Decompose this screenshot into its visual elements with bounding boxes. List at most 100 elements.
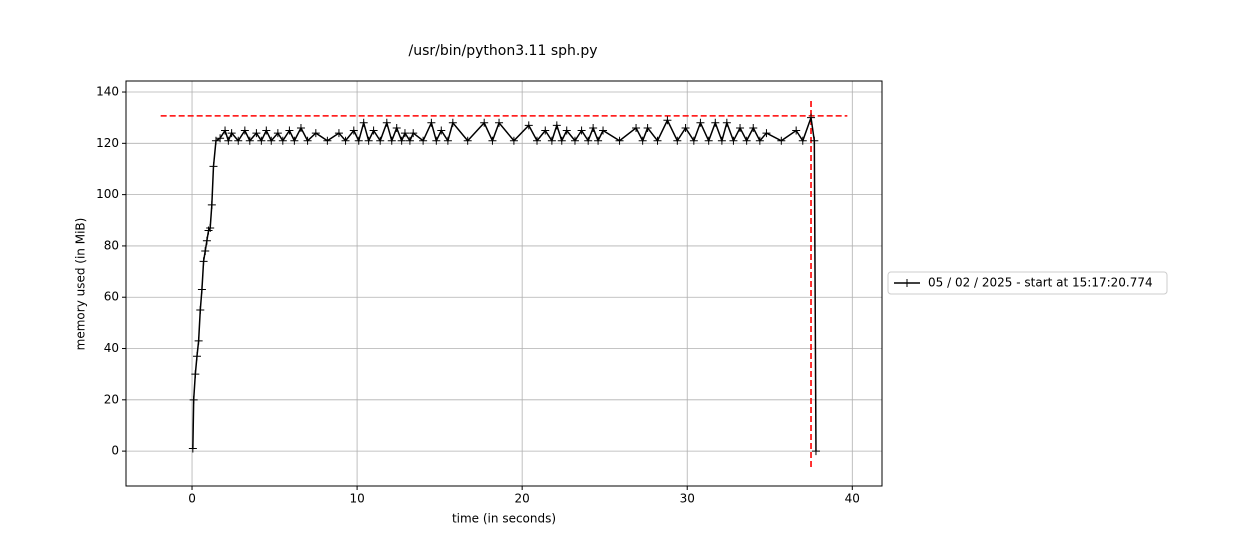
data-point bbox=[762, 129, 771, 138]
data-point bbox=[382, 118, 391, 127]
x-tick-label: 30 bbox=[680, 492, 695, 506]
data-point bbox=[681, 123, 690, 132]
y-tick-label: 80 bbox=[104, 238, 119, 252]
data-point bbox=[194, 336, 203, 345]
data-point bbox=[437, 126, 446, 135]
data-point bbox=[296, 123, 305, 132]
data-point bbox=[589, 123, 598, 132]
data-point bbox=[207, 200, 216, 209]
data-point bbox=[584, 136, 593, 145]
data-point bbox=[495, 118, 504, 127]
data-point bbox=[749, 123, 758, 132]
data-point bbox=[552, 121, 561, 130]
data-point bbox=[742, 136, 751, 145]
data-point bbox=[798, 136, 807, 145]
data-point bbox=[278, 136, 287, 145]
data-point bbox=[427, 118, 436, 127]
data-point bbox=[663, 116, 672, 125]
x-axis-label: time (in seconds) bbox=[452, 512, 556, 526]
data-point bbox=[211, 136, 220, 145]
data-point bbox=[405, 136, 414, 145]
data-point bbox=[722, 118, 731, 127]
data-point bbox=[273, 129, 282, 138]
data-point bbox=[245, 136, 254, 145]
data-point bbox=[188, 444, 197, 453]
data-point bbox=[201, 247, 210, 256]
data-point bbox=[488, 136, 497, 145]
data-point bbox=[206, 223, 215, 232]
data-point bbox=[369, 126, 378, 135]
data-point bbox=[267, 136, 276, 145]
data-point bbox=[562, 126, 571, 135]
data-point bbox=[807, 113, 816, 122]
legend-box bbox=[887, 271, 1168, 295]
data-point bbox=[257, 136, 266, 145]
data-point bbox=[777, 136, 786, 145]
data-point bbox=[224, 136, 233, 145]
data-point bbox=[689, 136, 698, 145]
data-point bbox=[216, 134, 225, 143]
y-tick-label: 0 bbox=[111, 444, 119, 458]
data-point bbox=[577, 126, 586, 135]
data-point bbox=[810, 136, 819, 145]
data-point bbox=[262, 126, 271, 135]
data-point bbox=[234, 136, 243, 145]
y-tick-label: 40 bbox=[104, 341, 119, 355]
data-point bbox=[397, 136, 406, 145]
data-point bbox=[729, 136, 738, 145]
data-point bbox=[594, 136, 603, 145]
data-point bbox=[653, 136, 662, 145]
data-point bbox=[197, 285, 206, 294]
data-point bbox=[717, 136, 726, 145]
y-axis-label: memory used (in MiB) bbox=[74, 218, 88, 351]
data-point bbox=[376, 136, 385, 145]
data-point bbox=[638, 136, 647, 145]
data-point bbox=[696, 118, 705, 127]
chart-title: /usr/bin/python3.11 sph.py bbox=[409, 43, 598, 59]
plot-frame bbox=[125, 80, 883, 487]
data-point bbox=[311, 129, 320, 138]
data-point bbox=[202, 236, 211, 245]
data-point bbox=[643, 123, 652, 132]
data-point bbox=[364, 136, 373, 145]
data-point bbox=[400, 129, 409, 138]
data-point bbox=[811, 447, 820, 456]
data-point bbox=[547, 136, 556, 145]
data-point bbox=[334, 129, 343, 138]
y-tick-label: 140 bbox=[96, 85, 119, 99]
legend-label: 05 / 02 / 2025 - start at 15:17:20.774 bbox=[928, 276, 1153, 290]
data-point bbox=[480, 118, 489, 127]
data-point bbox=[387, 136, 396, 145]
x-tick-label: 10 bbox=[349, 492, 364, 506]
data-point bbox=[541, 126, 550, 135]
x-tick-label: 0 bbox=[188, 492, 196, 506]
data-point bbox=[392, 123, 401, 132]
data-point bbox=[533, 136, 542, 145]
x-tick-label: 40 bbox=[845, 492, 860, 506]
data-point bbox=[792, 126, 801, 135]
data-point bbox=[227, 129, 236, 138]
data-point bbox=[409, 129, 418, 138]
data-point bbox=[323, 136, 332, 145]
data-point bbox=[736, 123, 745, 132]
x-tick-label: 20 bbox=[515, 492, 530, 506]
data-point bbox=[221, 126, 230, 135]
data-point bbox=[354, 136, 363, 145]
y-tick-label: 20 bbox=[104, 392, 119, 406]
y-tick-label: 120 bbox=[96, 136, 119, 150]
data-point bbox=[199, 257, 208, 266]
data-point bbox=[673, 136, 682, 145]
data-point bbox=[285, 126, 294, 135]
data-point bbox=[209, 162, 218, 171]
data-point bbox=[711, 118, 720, 127]
data-point bbox=[432, 136, 441, 145]
data-point bbox=[570, 136, 579, 145]
data-point bbox=[191, 370, 200, 379]
data-point bbox=[632, 123, 641, 132]
data-point bbox=[252, 129, 261, 138]
data-point bbox=[615, 136, 624, 145]
data-point bbox=[443, 136, 452, 145]
data-point bbox=[192, 352, 201, 361]
data-point bbox=[359, 118, 368, 127]
